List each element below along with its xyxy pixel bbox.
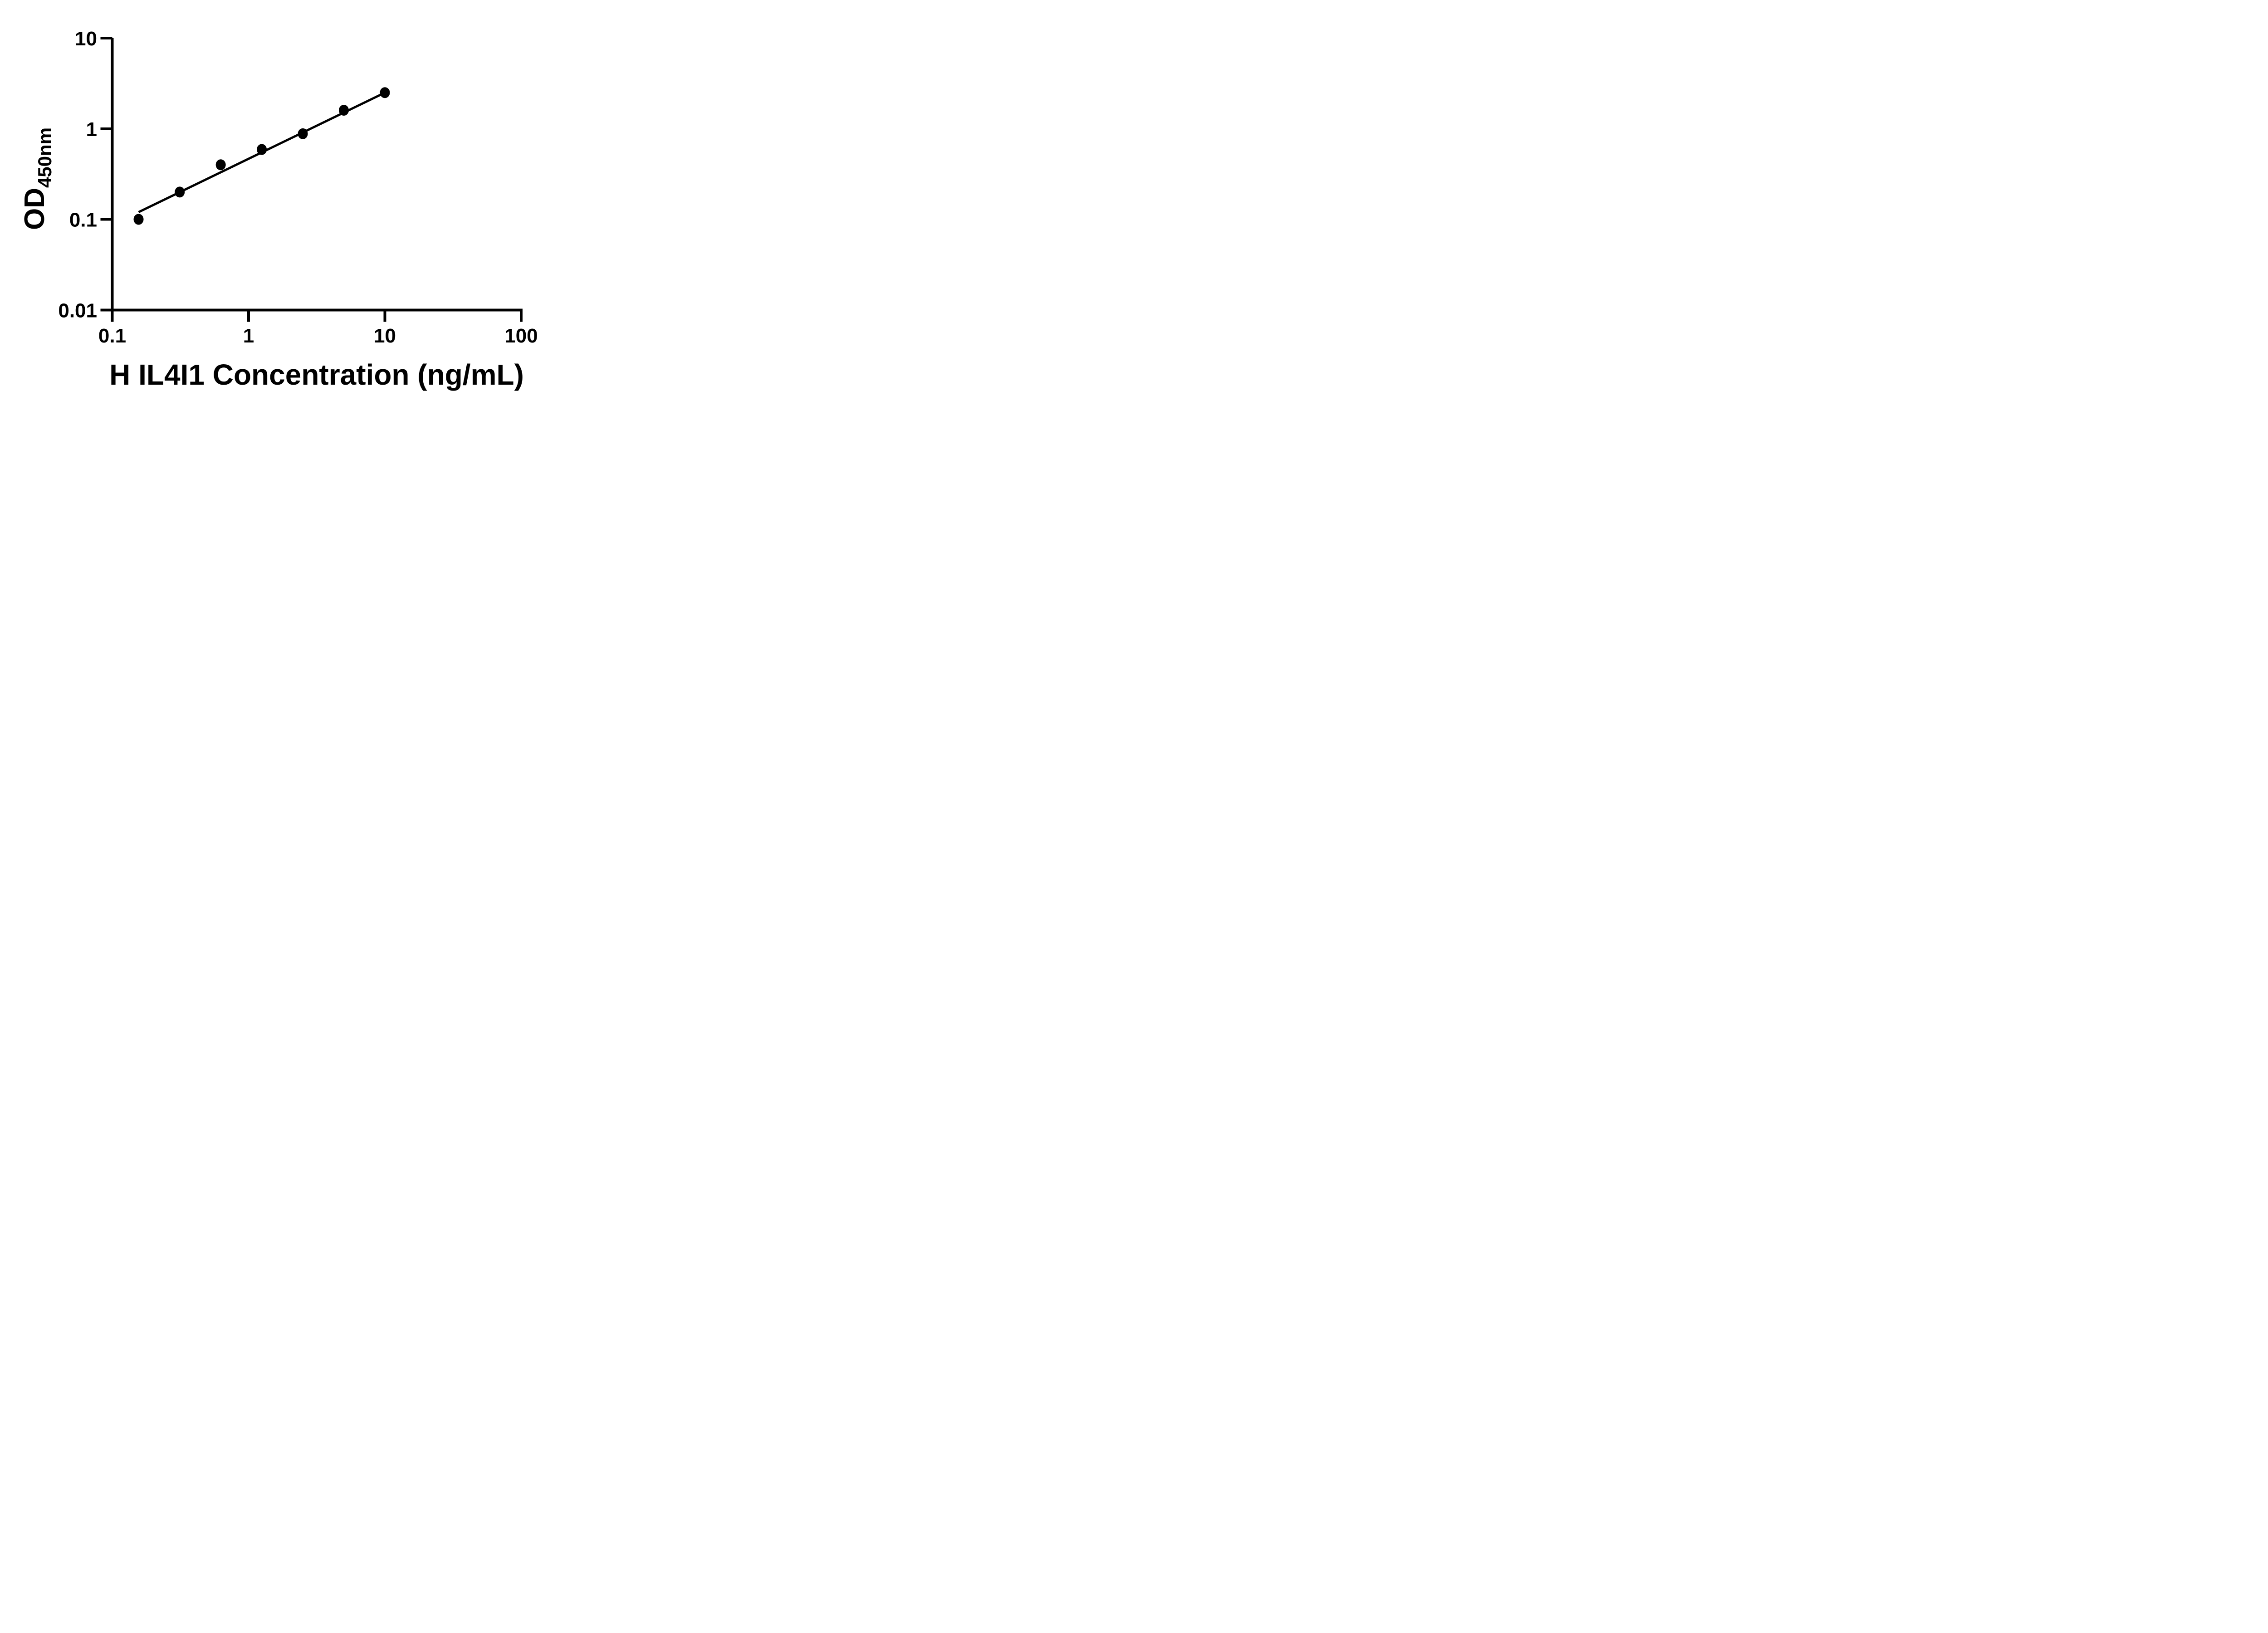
y-axis-title: OD450nm [19,127,55,230]
elisa-standard-curve-figure: 0.1 1 10 100 0.01 0.1 1 10 H IL4I1 Concentratio… [0,0,583,408]
data-point [175,186,185,198]
y-tick-label: 0.1 [69,209,97,231]
y-tick-label: 1 [86,118,97,141]
x-tick-label: 1 [243,325,254,347]
data-series [133,87,390,225]
data-point [133,214,144,225]
data-point [257,144,267,155]
axes [111,38,523,312]
data-point [215,159,226,171]
y-axis-title-subscript: 450nm [34,127,55,188]
x-tick-label: 0.1 [98,325,126,347]
x-tick-label: 100 [504,325,538,347]
data-point [339,104,349,116]
y-tick-label: 10 [75,28,97,50]
x-axis-title: H IL4I1 Concentration (ng/mL) [109,358,524,391]
x-tick-label: 10 [374,325,396,347]
data-point [380,87,390,98]
data-point [298,128,308,139]
y-tick-label: 0.01 [58,299,97,322]
axis-ticks [100,37,523,322]
y-axis-title-main: OD [19,188,50,230]
